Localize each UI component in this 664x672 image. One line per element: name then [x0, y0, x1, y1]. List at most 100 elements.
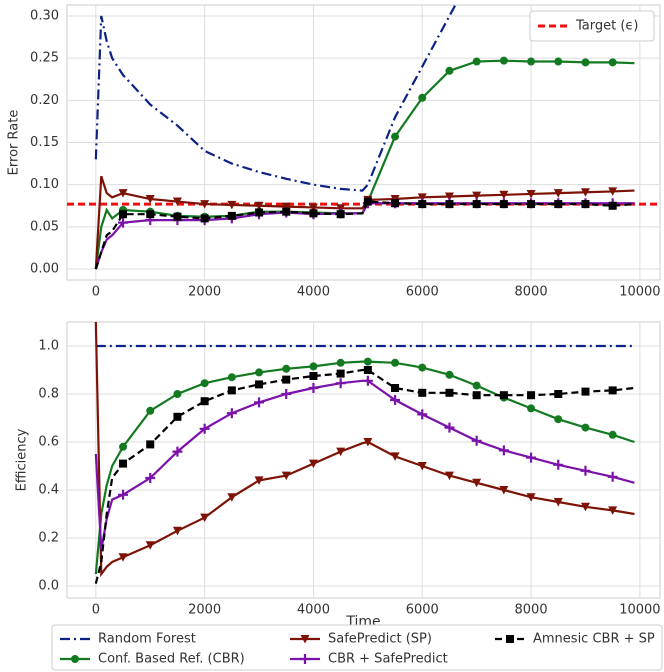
marker: [471, 435, 482, 446]
marker: [308, 383, 319, 393]
y-axis-title: Efficiency: [15, 428, 30, 491]
marker: [391, 132, 400, 141]
marker: [199, 423, 210, 434]
marker: [472, 191, 482, 201]
marker: [255, 380, 264, 389]
marker: [309, 362, 318, 371]
marker: [527, 404, 536, 413]
x-tick-label: 8000: [515, 285, 548, 300]
marker: [200, 397, 209, 406]
marker: [309, 372, 318, 380]
marker: [254, 476, 264, 485]
marker: [227, 211, 236, 220]
marker: [418, 200, 427, 209]
marker: [499, 200, 508, 209]
legend-box: [529, 10, 655, 42]
marker: [172, 197, 182, 207]
marker: [336, 447, 346, 457]
marker: [362, 375, 373, 386]
marker: [336, 369, 345, 378]
x-tick-label: 4000: [297, 285, 330, 300]
marker: [554, 57, 563, 66]
marker: [472, 57, 481, 66]
marker: [71, 655, 79, 663]
legend-label: SafePredict (SP): [328, 632, 432, 647]
y-tick-label: 0.2: [38, 531, 59, 546]
marker: [254, 201, 264, 211]
y-tick-label: 0.15: [30, 135, 59, 150]
marker: [499, 56, 508, 65]
marker: [553, 189, 563, 198]
marker: [282, 375, 291, 384]
marker: [472, 200, 481, 209]
legend-label: Target (ϵ): [575, 19, 639, 34]
marker: [418, 388, 427, 397]
marker: [281, 471, 291, 481]
marker: [200, 379, 209, 388]
marker: [227, 386, 236, 395]
marker: [527, 57, 536, 66]
marker: [608, 58, 617, 67]
marker: [226, 408, 237, 419]
marker: [363, 197, 372, 206]
x-tick-label: 0: [92, 285, 100, 300]
marker: [118, 489, 129, 500]
marker: [282, 207, 291, 216]
marker: [527, 200, 536, 209]
marker: [608, 430, 617, 439]
marker: [580, 502, 590, 512]
x-tick-label: 10000: [619, 285, 660, 300]
marker: [608, 386, 617, 395]
marker: [172, 446, 183, 457]
y-tick-label: 0.0: [38, 579, 59, 594]
y-tick-label: 0.05: [30, 219, 59, 234]
marker: [255, 368, 264, 377]
marker: [118, 553, 128, 562]
marker: [553, 498, 563, 507]
y-tick-label: 0.20: [30, 93, 59, 108]
plot-area: [66, 321, 661, 599]
marker: [363, 366, 372, 374]
marker: [581, 200, 590, 209]
marker: [444, 471, 454, 481]
marker: [499, 190, 509, 200]
y-tick-label: 0.00: [30, 262, 59, 277]
marker: [363, 438, 373, 447]
x-tick-label: 6000: [406, 603, 439, 618]
marker: [335, 378, 346, 389]
y-tick-label: 0.10: [30, 177, 59, 192]
y-axis-title: Error Rate: [7, 110, 22, 176]
y-tick-label: 1.0: [38, 339, 59, 354]
x-tick-label: 2000: [188, 285, 221, 300]
marker: [445, 388, 454, 397]
marker: [444, 422, 455, 433]
marker: [118, 189, 128, 198]
marker: [227, 493, 237, 502]
marker: [146, 210, 155, 219]
marker: [145, 541, 155, 550]
marker: [119, 210, 128, 219]
marker: [499, 486, 509, 495]
marker: [445, 200, 454, 209]
marker: [506, 635, 514, 643]
marker: [336, 358, 345, 367]
marker: [608, 201, 617, 210]
marker: [444, 192, 454, 201]
marker: [580, 465, 591, 476]
marker: [227, 200, 237, 210]
marker: [390, 452, 400, 461]
marker: [255, 208, 264, 217]
x-tick-label: 4000: [297, 603, 330, 618]
y-tick-label: 0.6: [38, 435, 59, 450]
marker: [553, 459, 564, 470]
marker: [472, 478, 482, 488]
marker: [554, 390, 563, 398]
marker: [417, 409, 428, 420]
marker: [119, 459, 128, 468]
marker: [499, 391, 508, 400]
marker: [472, 391, 481, 400]
marker: [309, 209, 318, 218]
marker: [227, 373, 236, 382]
marker: [418, 363, 427, 372]
